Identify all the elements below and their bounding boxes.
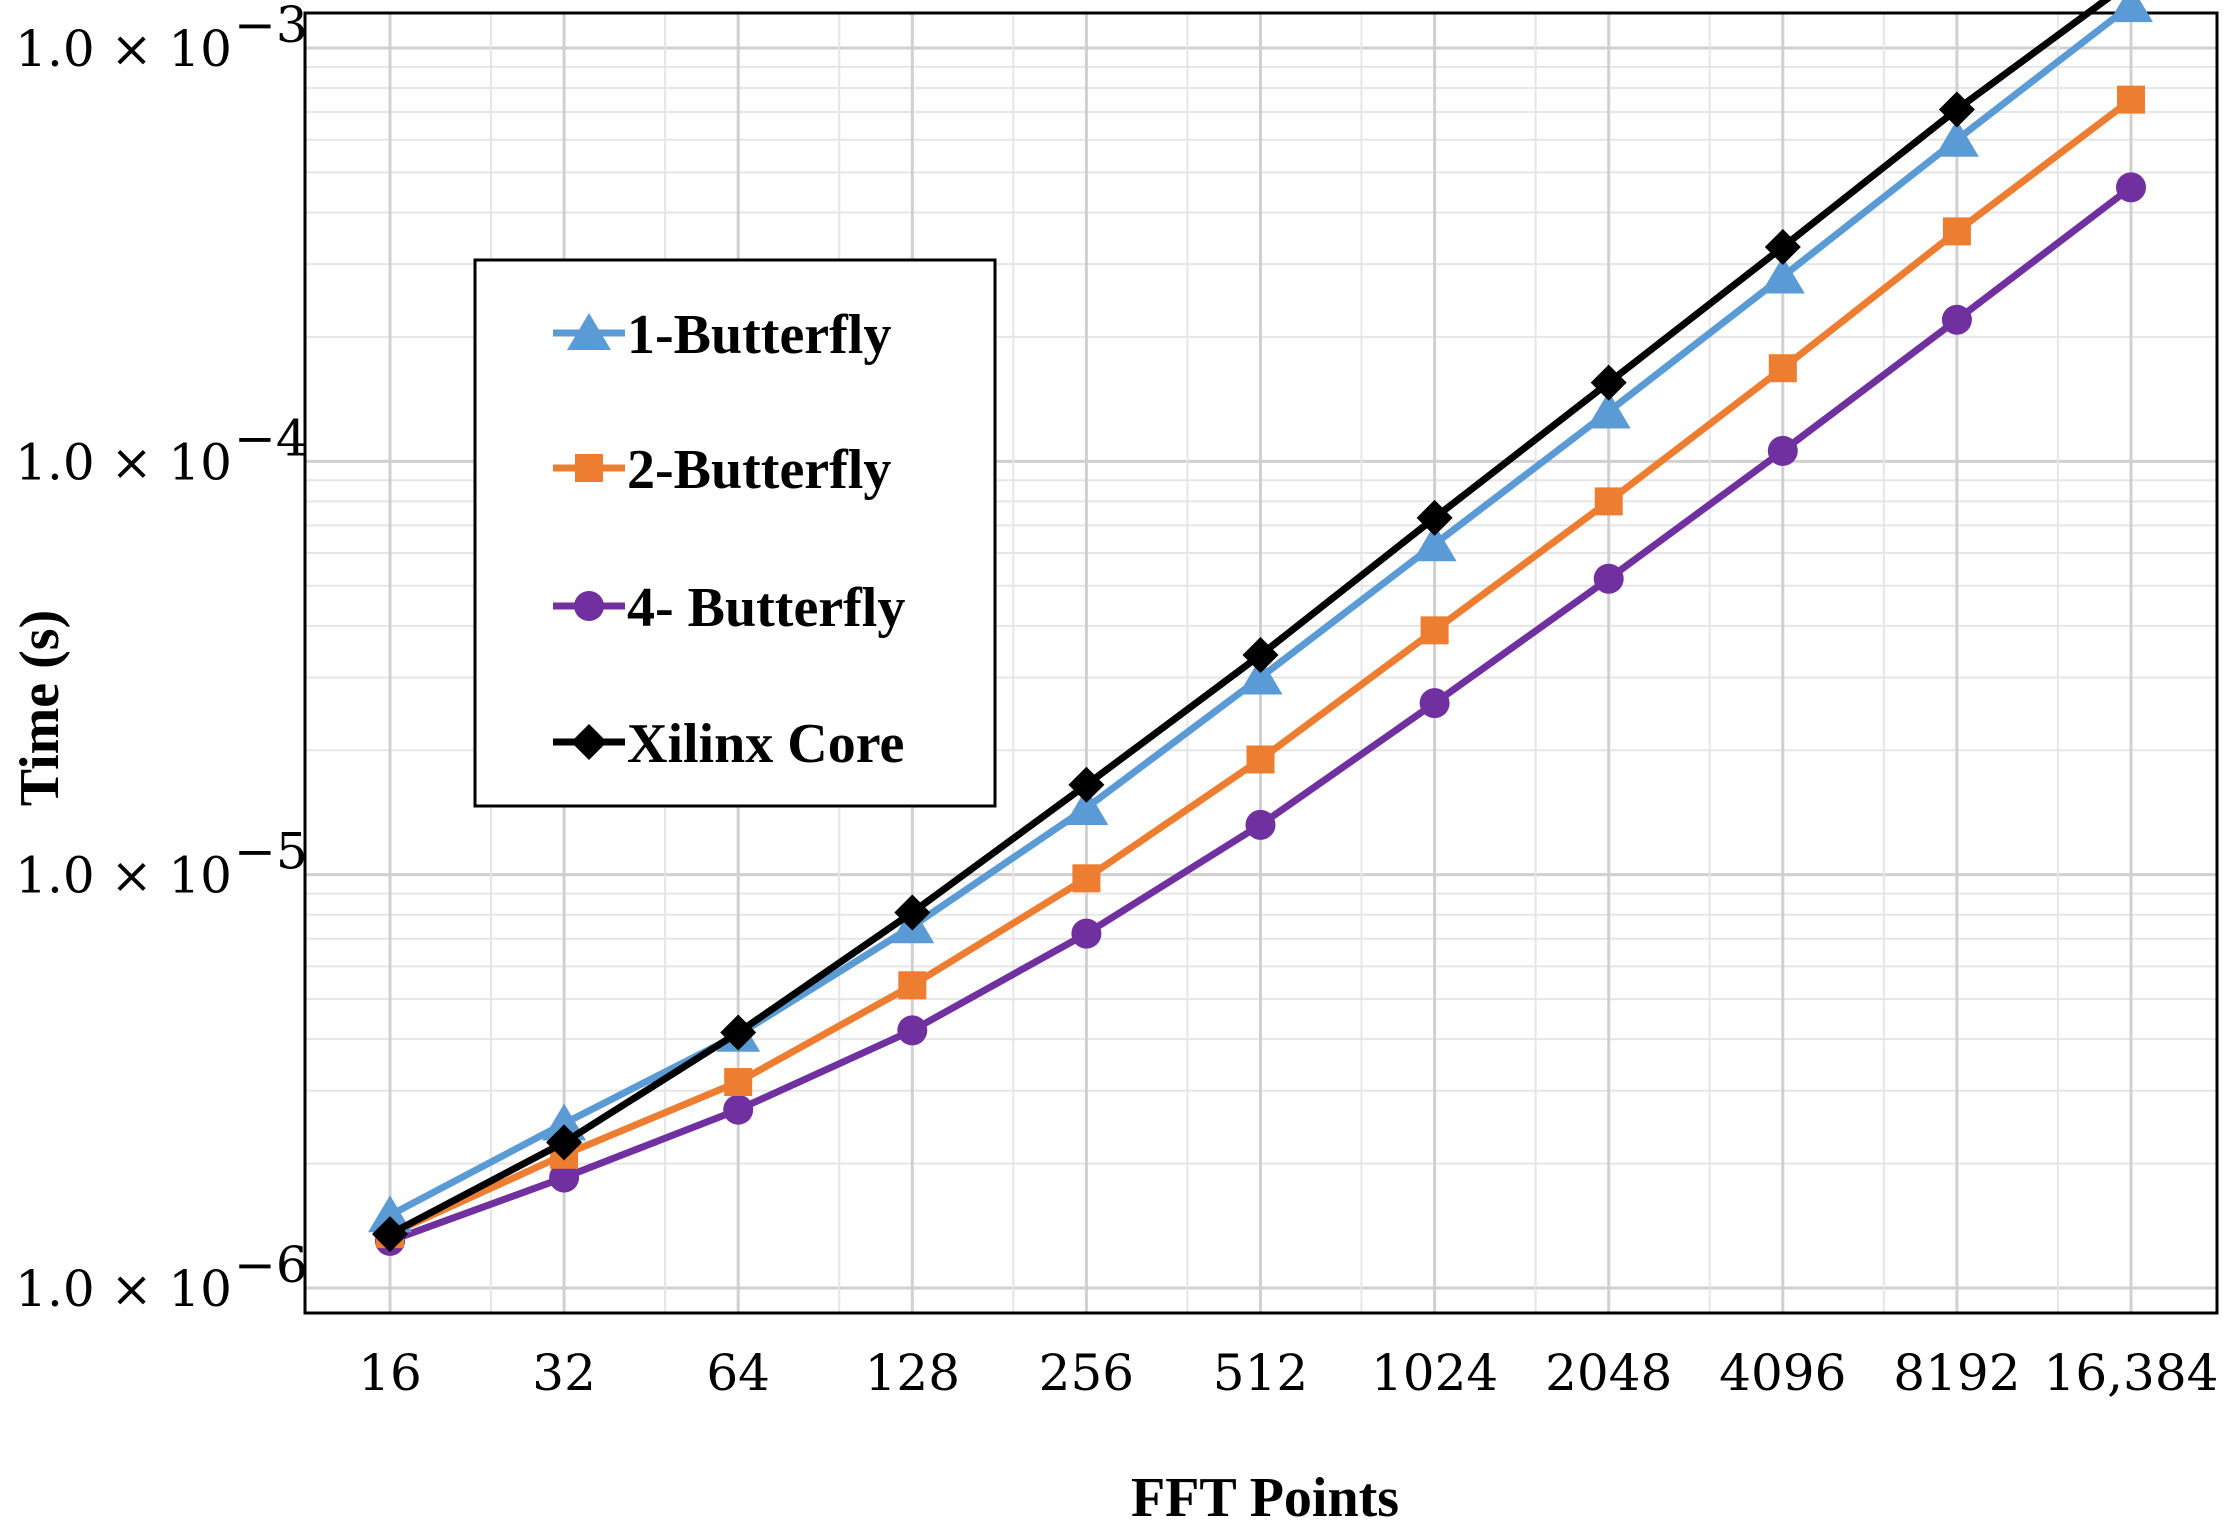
data-point-4-butterfly [1941, 304, 1972, 335]
data-point-xilinx-core [1068, 766, 1105, 803]
data-point-1-butterfly [368, 1195, 412, 1233]
legend: 1-Butterfly 2-Butterfly 4- Butterfly Xilinx… [473, 258, 997, 808]
data-point-1-butterfly [2109, 0, 2153, 23]
data-point-4-butterfly [1071, 918, 1102, 949]
y-tick-exponent: −5 [234, 823, 308, 881]
y-axis-title: Time (s) [9, 610, 71, 807]
x-tick-label: 32 [532, 1344, 596, 1402]
data-point-1-butterfly [1586, 391, 1631, 429]
data-point-2-butterfly [1768, 354, 1797, 383]
y-tick-label: 1.0 × 10 [15, 20, 232, 78]
y-tick-label: 1.0 × 10 [15, 1260, 232, 1318]
data-point-xilinx-core [1590, 364, 1627, 401]
x-tick-label: 1024 [1371, 1344, 1498, 1402]
y-tick-exponent: −3 [234, 0, 308, 54]
legend-item-xilinx-core: Xilinx Core [553, 713, 904, 775]
data-point-1-butterfly [542, 1103, 587, 1141]
y-tick-label: 1.0 × 10 [15, 847, 232, 905]
plot-area [303, 11, 2219, 1315]
x-tick-label: 8192 [1893, 1344, 2020, 1402]
x-tick-label: 256 [1039, 1344, 1134, 1402]
legend-label: 1-Butterfly [627, 304, 891, 366]
data-point-1-butterfly [1064, 787, 1109, 825]
data-point-1-butterfly [1412, 524, 1457, 562]
x-tick-label: 4096 [1719, 1344, 1846, 1402]
data-point-xilinx-core [546, 1124, 583, 1161]
series-1-butterfly [368, 0, 2153, 1233]
legend-label: 4- Butterfly [627, 577, 905, 639]
data-point-xilinx-core [720, 1014, 757, 1051]
data-point-1-butterfly [1760, 256, 1805, 294]
data-point-4-butterfly [723, 1094, 754, 1125]
x-tick-label: 16,384 [2044, 1344, 2219, 1402]
y-tick-exponent: −6 [234, 1236, 308, 1294]
data-point-2-butterfly [1072, 864, 1101, 893]
legend-label: 2-Butterfly [627, 439, 891, 501]
x-tick-label: 16 [358, 1344, 422, 1402]
legend-marker [575, 454, 603, 482]
x-tick-label: 128 [865, 1344, 960, 1402]
legend-item-4-butterfly: 4- Butterfly [553, 577, 905, 639]
series-xilinx-core [372, 0, 2112, 1253]
data-point-4-butterfly [1593, 563, 1624, 594]
data-point-2-butterfly [2117, 85, 2145, 114]
legend-marker [571, 724, 607, 760]
data-point-2-butterfly [898, 971, 927, 1000]
legend-marker [567, 313, 611, 350]
data-point-2-butterfly [1594, 487, 1623, 516]
y-tick-exponent: −4 [234, 409, 308, 467]
data-point-4-butterfly [1419, 688, 1450, 719]
data-point-4-butterfly [1767, 435, 1798, 466]
data-point-4-butterfly [2116, 172, 2146, 203]
data-point-2-butterfly [1420, 616, 1449, 645]
legend-marker [574, 591, 604, 621]
series-2-butterfly [376, 85, 2145, 1249]
series-layer [368, 0, 2153, 1256]
x-tick-label: 2048 [1545, 1344, 1672, 1402]
data-point-2-butterfly [1942, 217, 1971, 246]
data-point-4-butterfly [897, 1015, 928, 1046]
data-point-1-butterfly [1934, 119, 1979, 157]
data-point-2-butterfly [1246, 745, 1275, 774]
series-4-butterfly [375, 172, 2146, 1256]
data-point-xilinx-core [1764, 229, 1801, 266]
legend-box [473, 258, 997, 808]
data-point-4-butterfly [549, 1162, 580, 1193]
data-point-4-butterfly [1245, 809, 1276, 840]
data-point-2-butterfly [724, 1068, 753, 1097]
data-point-1-butterfly [1238, 657, 1283, 695]
data-point-xilinx-core [1938, 91, 1975, 128]
data-point-xilinx-core [894, 894, 931, 931]
x-axis-tick-labels: 16 32 64 128 256 512 1024 2048 4096 8192 16,384 [358, 1344, 2218, 1402]
x-tick-label: 64 [706, 1344, 770, 1402]
y-tick-label: 1.0 × 10 [15, 433, 232, 491]
x-tick-label: 512 [1213, 1344, 1308, 1402]
legend-item-2-butterfly: 2-Butterfly [553, 439, 891, 501]
x-axis-title: FFT Points [1131, 1467, 1399, 1529]
data-point-xilinx-core [1242, 636, 1279, 673]
y-axis-tick-labels: 1.0 × 10 −61.0 × 10 −51.0 × 10 −41.0 × 10 −3 [15, 0, 308, 1318]
legend-label: Xilinx Core [627, 713, 904, 775]
legend-item-1-butterfly: 1-Butterfly [553, 304, 891, 366]
data-point-xilinx-core [372, 1216, 408, 1253]
data-point-xilinx-core [1416, 499, 1453, 536]
